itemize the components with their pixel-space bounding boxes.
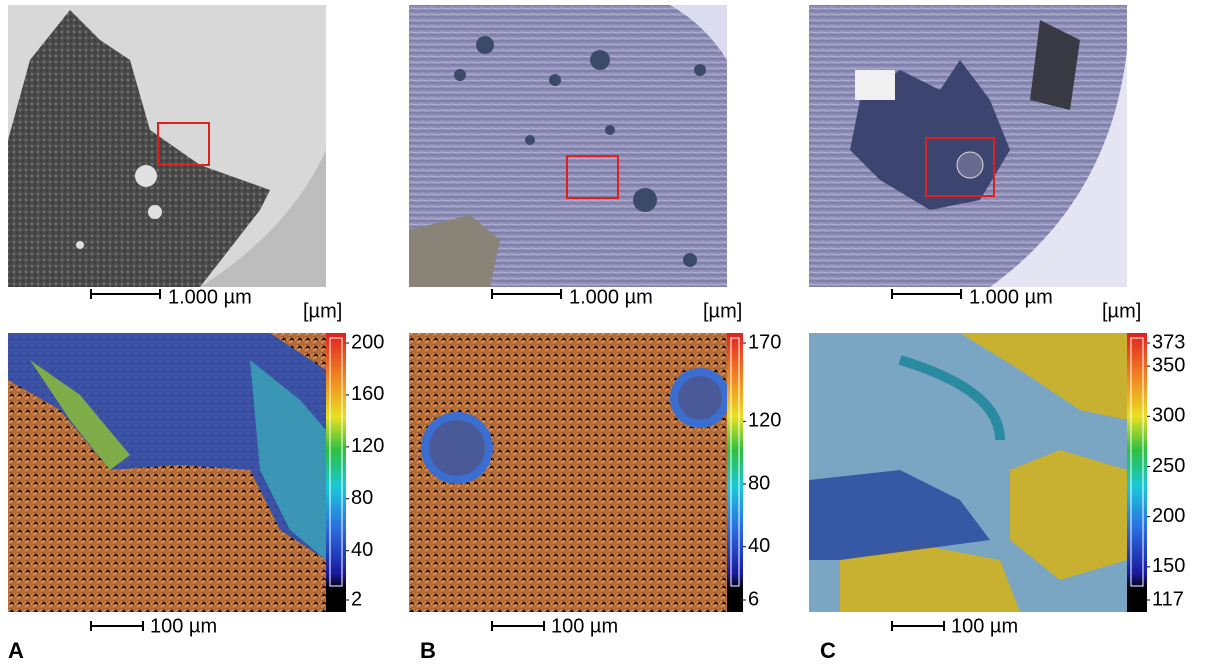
scale-label: 100 µm (551, 615, 618, 637)
scale-label: 100 µm (951, 615, 1018, 637)
figure: 1.000 µm 100 µm [µm] A 200 160 120 80 40 2 1.000 µ… (0, 0, 1207, 661)
colorbar-tick-label: 117 (1152, 588, 1184, 610)
colorbar (326, 333, 346, 612)
colorbar-tick-label: 373 (1152, 331, 1185, 353)
unit-label: [µm] (303, 300, 342, 322)
colorbar-tick-label: 160 (351, 383, 384, 405)
unit-label: [µm] (703, 300, 742, 322)
scale-bar (892, 621, 944, 631)
colorbar-tick-label: 6 (748, 588, 759, 610)
scale-label: 1.000 µm (569, 286, 653, 308)
colorbar-tick-label: 200 (351, 331, 384, 353)
colorbar-tick-label: 170 (748, 331, 781, 353)
scale-bar (492, 621, 544, 631)
panel-letter: C (820, 638, 836, 661)
unit-label: [µm] (1102, 300, 1141, 322)
colorbar-tick-label: 150 (1152, 555, 1185, 577)
panel-letter: B (420, 638, 436, 661)
height-map-a (8, 333, 326, 612)
colorbar-tick-label: 120 (748, 410, 781, 432)
colorbar-tick-label: 120 (351, 435, 384, 457)
colorbar-tick-label: 300 (1152, 405, 1185, 427)
scale-label: 100 µm (150, 615, 217, 637)
colorbar-tick-label: 2 (351, 588, 362, 610)
micrograph-b-top (409, 5, 727, 287)
page: {"panels": [ {"label": "A", "top_scale":… (0, 0, 1207, 661)
colorbar-tick-label: 80 (748, 472, 770, 494)
colorbar (727, 333, 743, 612)
colorbar-tick-label: 40 (748, 535, 770, 557)
height-map-c (809, 333, 1127, 612)
colorbar-tick-label: 350 (1152, 354, 1185, 376)
colorbar (1127, 333, 1147, 612)
scale-bar (91, 621, 143, 631)
scale-bar (892, 289, 961, 299)
colorbar-tick-label: 40 (351, 539, 373, 561)
scale-label: 1.000 µm (969, 286, 1053, 308)
scale-bar (91, 289, 160, 299)
scale-label: 1.000 µm (168, 286, 252, 308)
colorbar-tick-label: 250 (1152, 455, 1185, 477)
colorbar-tick-label: 80 (351, 487, 373, 509)
micrograph-c-top (809, 5, 1127, 287)
scale-bar (492, 289, 561, 299)
height-map-b (409, 333, 730, 612)
panel-letter: A (8, 638, 24, 661)
colorbar-tick-label: 200 (1152, 505, 1185, 527)
micrograph-a-top (8, 5, 326, 287)
